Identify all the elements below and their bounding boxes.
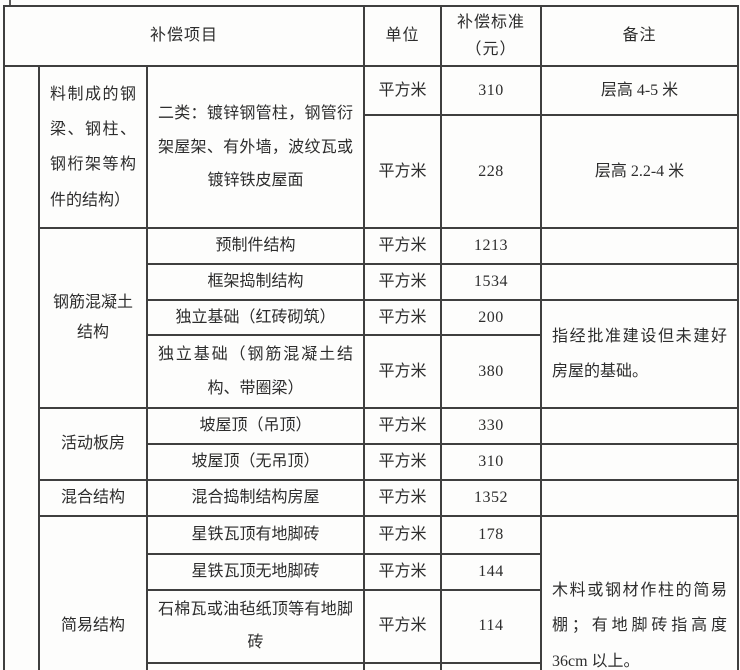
table-row: 星铁瓦顶无地脚砖 平方米 144 xyxy=(4,552,738,591)
category-steel-structure-continued: 料制成的钢梁、钢柱、钢桁架等构件的结构） xyxy=(38,65,148,230)
cell-value: 1213 xyxy=(440,227,542,265)
cell-remark-empty xyxy=(540,478,739,517)
table-row: 料制成的钢梁、钢柱、钢桁架等构件的结构） 二类：镀锌钢管柱，钢管衍架屋架、有外墙… xyxy=(3,65,739,670)
cell-remark: 层高 4-5 米 xyxy=(540,65,739,117)
table-row: 坡屋顶（无吊顶） 平方米 310 xyxy=(4,442,739,481)
cell-item: 星铁瓦顶有地脚砖 xyxy=(146,514,365,555)
cell-unit: 平方米 xyxy=(363,65,442,117)
cell-item: 框架捣制结构 xyxy=(146,262,365,301)
table-row: 混合结构 混合捣制结构房屋 平方米 1352 xyxy=(4,478,739,517)
cell-value: 330 xyxy=(440,407,542,445)
cell-item: 石棉瓦或油毡纸顶等有地脚砖 xyxy=(146,588,365,664)
cell-value: 144 xyxy=(440,552,542,591)
page-edge-tick-mark xyxy=(9,0,11,6)
cell-remark-empty xyxy=(540,442,739,481)
cell-item: 独立基础（红砖砌筑） xyxy=(146,298,365,337)
cell-unit: 平方米 xyxy=(363,442,442,481)
table-row: 平方米 228 层高 2.2-4 米 xyxy=(4,114,739,230)
header-compensation-standard: 补偿标准 （元） xyxy=(440,4,542,68)
cell-item: 坡屋顶（吊顶） xyxy=(146,407,365,445)
cell-value: 380 xyxy=(440,334,542,410)
cell-item: 坡屋顶（无吊顶） xyxy=(146,442,365,481)
cell-unit: 平方米 xyxy=(363,514,442,555)
cell-item-steel-class2: 二类：镀锌钢管柱，钢管衍架屋架、有外墙，波纹瓦或镀锌铁皮屋面 xyxy=(146,65,365,230)
cell-unit: 平方米 xyxy=(363,114,442,230)
category-prefab-panel-house: 活动板房 xyxy=(38,407,148,481)
cell-unit: 平方米 xyxy=(363,407,442,445)
header-standard-line2: （元） xyxy=(465,41,517,59)
table-row: 框架捣制结构 平方米 1534 xyxy=(4,262,739,301)
cell-unit: 平方米 xyxy=(363,262,442,301)
cell-unit: 平方米 xyxy=(363,227,442,265)
table-header-row: 补偿项目 单位 补偿标准 （元） 备注 xyxy=(3,4,739,68)
cell-remark: 层高 2.2-4 米 xyxy=(540,114,739,230)
table-row: 石棉瓦或油毡纸顶等有地脚砖 平方米 114 xyxy=(4,588,738,664)
cell-value: 1352 xyxy=(440,478,542,517)
cell-value: 310 xyxy=(440,65,542,117)
cell-value: 91 xyxy=(440,661,542,670)
cell-item: 石棉瓦或油毡纸顶等无地脚砖 xyxy=(146,661,365,670)
cell-remark-shed-note: 木料或钢材作柱的简易棚；有地脚砖指高度 36cm 以上。 xyxy=(540,514,739,670)
table-row: 石棉瓦或油毡纸顶等无地脚砖 平方米 91 xyxy=(4,661,738,670)
cell-remark-empty xyxy=(540,262,739,301)
left-margin-empty-cell xyxy=(3,65,40,670)
table-row: 活动板房 坡屋顶（吊顶） 平方米 330 xyxy=(4,407,739,481)
header-compensation-item: 补偿项目 xyxy=(3,4,365,68)
cell-value: 200 xyxy=(440,298,542,337)
cell-remark-empty xyxy=(540,407,739,445)
cell-item: 预制件结构 xyxy=(146,227,365,265)
table-row: 钢筋混凝土结构 预制件结构 平方米 1213 xyxy=(4,227,739,410)
cell-value: 114 xyxy=(440,588,542,664)
cell-unit: 平方米 xyxy=(363,661,442,670)
table-row: 简易结构 星铁瓦顶有地脚砖 平方米 178 木料或钢材作柱的简易棚；有地脚砖指高… xyxy=(4,514,739,670)
cell-value: 228 xyxy=(440,114,542,230)
table-row: 独立基础（红砖砌筑） 平方米 200 指经批准建设但未建好房屋的基础。 xyxy=(4,298,739,410)
compensation-standards-table: 补偿项目 单位 补偿标准 （元） 备注 料制成的钢梁、钢柱、钢桁架等构件的结构）… xyxy=(3,4,739,670)
cell-unit: 平方米 xyxy=(363,552,442,591)
cell-item: 星铁瓦顶无地脚砖 xyxy=(146,552,365,591)
category-reinforced-concrete: 钢筋混凝土结构 xyxy=(38,227,148,410)
cell-unit: 平方米 xyxy=(363,588,442,664)
table-row: 独立基础（钢筋混凝土结构、带圈梁） 平方米 380 xyxy=(4,334,738,410)
header-unit: 单位 xyxy=(363,4,442,68)
cell-item: 独立基础（钢筋混凝土结构、带圈梁） xyxy=(146,334,365,410)
cell-remark-foundation-note: 指经批准建设但未建好房屋的基础。 xyxy=(540,298,739,410)
category-simple-structure: 简易结构 xyxy=(38,514,148,670)
cell-value: 310 xyxy=(440,442,542,481)
cell-value: 178 xyxy=(440,514,542,555)
cell-unit: 平方米 xyxy=(363,478,442,517)
cell-remark-empty xyxy=(540,227,739,265)
cell-item: 混合捣制结构房屋 xyxy=(146,478,365,517)
cell-unit: 平方米 xyxy=(363,334,442,410)
cell-value: 1534 xyxy=(440,262,542,301)
header-remark: 备注 xyxy=(540,4,739,68)
cell-unit: 平方米 xyxy=(363,298,442,337)
header-standard-line1: 补偿标准 xyxy=(456,14,525,31)
category-mixed-structure: 混合结构 xyxy=(38,478,148,517)
